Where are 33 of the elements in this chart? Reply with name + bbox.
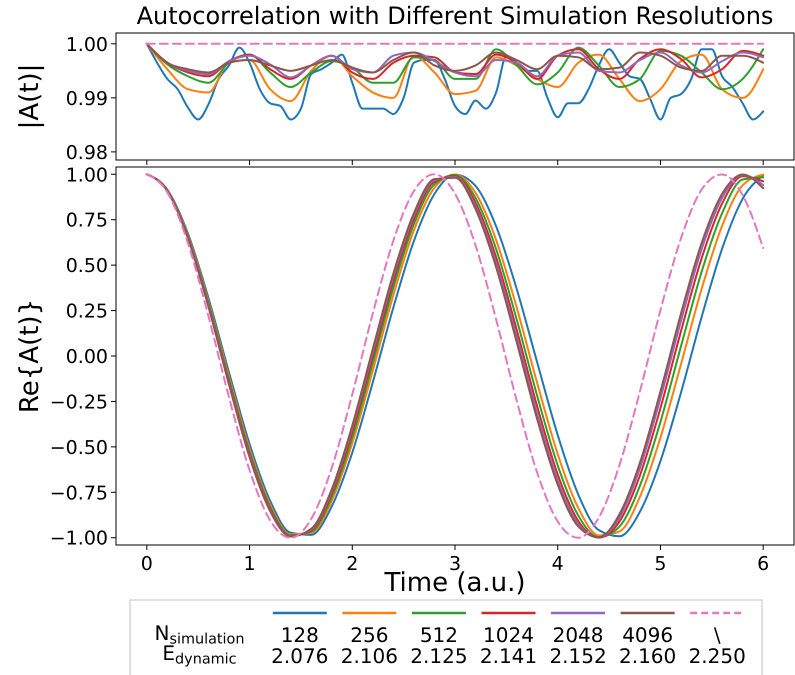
- y-tick-label: −0.75: [50, 482, 108, 504]
- x-tick-label: 4: [552, 553, 564, 575]
- x-tick-label: 3: [448, 553, 462, 575]
- legend-label: 1024 2.141: [480, 623, 538, 668]
- legend-label: 128 2.076: [271, 623, 328, 668]
- y-tick-label: 0.00: [66, 346, 108, 368]
- legend-label: \ 2.250: [688, 623, 746, 668]
- line-series: [146, 42, 764, 102]
- y-tick-label: −1.00: [50, 528, 108, 550]
- legend-label: 2048 2.152: [549, 623, 607, 668]
- y-tick-label: −0.25: [50, 391, 108, 414]
- y-tick-label: 0.75: [66, 210, 108, 232]
- legend-title: N$_{simulation}$ E$_{dynamic}$: [154, 621, 244, 668]
- y-axis-title: Re{A(t)}: [15, 298, 45, 414]
- x-tick-label: 0: [140, 553, 153, 575]
- x-tick-label: 2: [346, 553, 358, 575]
- y-tick-label: 0.99: [66, 88, 108, 110]
- y-tick-label: 1.00: [66, 34, 108, 56]
- legend-label: 4096 2.160: [619, 623, 676, 668]
- x-tick-label: 1: [244, 553, 256, 575]
- y-tick-label: 0.25: [66, 300, 108, 323]
- y-tick-label: 0.98: [66, 142, 108, 164]
- line-series: [146, 42, 764, 120]
- legend-label: 256 2.106: [340, 623, 398, 668]
- chart-title: Autocorrelation with Different Simulation Resolutions: [136, 2, 774, 30]
- y-tick-label: 1.00: [66, 164, 108, 186]
- y-tick-label: 0.50: [66, 255, 108, 278]
- y-axis-title: |A(t)|: [15, 64, 45, 130]
- x-tick-label: 5: [654, 553, 666, 575]
- legend-label: 512 2.125: [410, 623, 468, 668]
- line-series: [146, 42, 764, 90]
- x-tick-label: 6: [757, 553, 770, 575]
- y-tick-label: −0.50: [50, 436, 108, 459]
